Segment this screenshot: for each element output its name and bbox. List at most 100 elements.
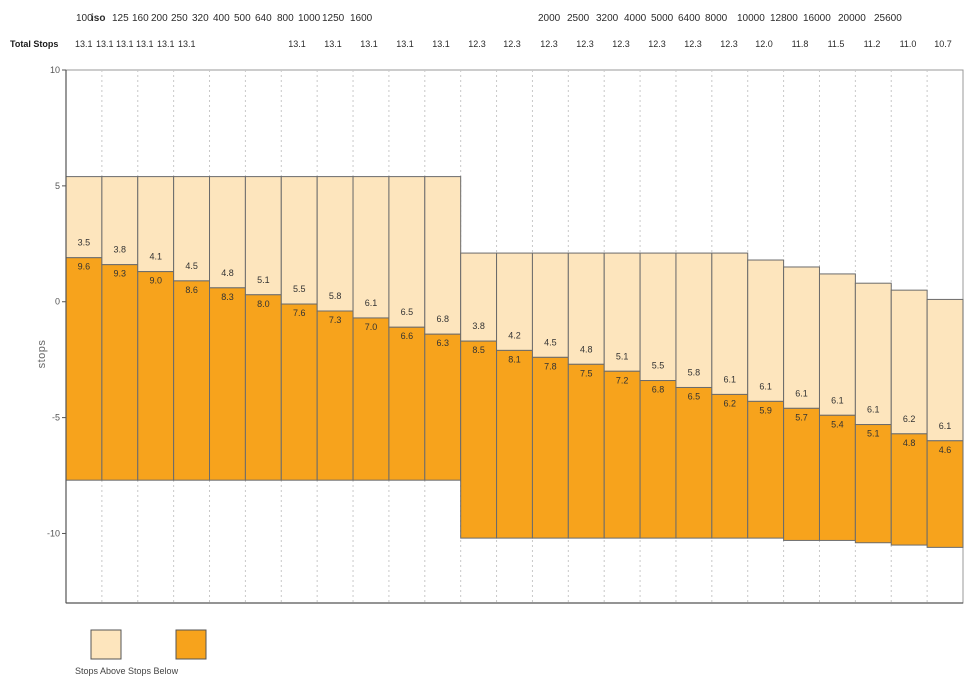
value-label-above: 3.8	[114, 245, 127, 255]
value-label-below: 8.1	[508, 354, 521, 364]
value-label-above: 6.1	[831, 395, 844, 405]
value-labels: 3.5 9.6 3.8 9.3 4.1 9.0 4.5 8.6 4.8 8.3 5.1 8.0 5.5 7…	[78, 238, 952, 455]
iso-label: 25600	[874, 13, 902, 24]
value-label-above: 6.1	[759, 381, 772, 391]
bar-stops-above	[424, 176, 462, 335]
bar-stops-above	[747, 259, 785, 402]
bars	[65, 176, 964, 548]
value-label-above: 5.5	[293, 284, 306, 294]
bar-stops-above	[926, 298, 964, 442]
iso-label: 20000	[838, 13, 866, 24]
axes: stops 10 5 0 -5 -10	[36, 65, 963, 604]
bar-stops-above	[890, 289, 928, 435]
iso-label: 250	[171, 13, 188, 24]
bar-stops-below	[711, 393, 749, 539]
value-label-below: 7.6	[293, 308, 306, 318]
total-stops-label: 13.1	[157, 39, 175, 49]
bar-stops-above	[854, 282, 892, 426]
y-tick-label: -5	[52, 413, 60, 423]
value-label-below: 9.3	[114, 269, 127, 279]
total-stops-label: 11.5	[828, 39, 845, 49]
value-label-below: 7.8	[544, 361, 557, 371]
iso-label: 4000	[624, 13, 647, 24]
total-stops-label: 13.1	[178, 39, 196, 49]
iso-label: 5000	[651, 13, 674, 24]
value-label-above: 4.1	[149, 252, 162, 262]
value-label-below: 4.6	[939, 445, 952, 455]
bar-stops-above	[818, 273, 856, 416]
value-label-above: 6.1	[939, 421, 952, 431]
value-label-above: 3.5	[78, 238, 91, 248]
iso-label: 1000	[298, 13, 321, 24]
y-tick-label: 5	[55, 181, 60, 191]
total-stops-label: 10.7	[934, 39, 952, 49]
bar-stops-below	[280, 303, 318, 481]
value-label-below: 5.9	[759, 405, 772, 415]
total-stops-label: 11.0	[900, 39, 917, 49]
total-stops-label: 13.1	[360, 39, 378, 49]
bar-stops-above	[388, 176, 426, 328]
bar-stops-below	[818, 414, 856, 541]
iso-label: 400	[213, 13, 230, 24]
iso-label: iso	[91, 13, 105, 24]
total-stops-label: 12.3	[540, 39, 558, 49]
total-stops-label: 11.2	[864, 39, 881, 49]
value-label-above: 4.8	[221, 268, 234, 278]
value-label-above: 5.8	[329, 291, 342, 301]
iso-label: 200	[151, 13, 168, 24]
bar-stops-below	[675, 386, 713, 539]
iso-label: 160	[132, 13, 149, 24]
value-label-above: 4.2	[508, 330, 521, 340]
iso-label: 2500	[567, 13, 590, 24]
bar-stops-below	[137, 271, 175, 481]
bar-stops-above	[65, 176, 103, 259]
value-label-above: 6.2	[903, 414, 916, 424]
value-label-below: 8.6	[185, 285, 198, 295]
total-stops-label: 12.3	[503, 39, 521, 49]
value-label-above: 3.8	[472, 321, 485, 331]
bar-stops-above	[531, 252, 569, 358]
legend-label: Stops Above Stops Below	[75, 666, 179, 676]
total-stops-title: Total Stops	[10, 39, 58, 49]
legend: Stops Above Stops Below	[75, 629, 207, 676]
value-label-below: 7.0	[365, 322, 378, 332]
total-stops-label: 13.1	[136, 39, 154, 49]
iso-label: 8000	[705, 13, 728, 24]
value-label-below: 9.0	[149, 276, 162, 286]
bar-stops-below	[567, 363, 605, 539]
value-label-below: 8.5	[472, 345, 485, 355]
value-label-above: 6.8	[436, 314, 449, 324]
value-label-above: 5.1	[616, 351, 629, 361]
total-stops-label: 13.1	[116, 39, 134, 49]
bar-stops-below	[460, 340, 498, 539]
bar-stops-above	[460, 252, 498, 342]
total-stops-label: 12.3	[648, 39, 666, 49]
value-label-above: 5.5	[652, 361, 665, 371]
bar-stops-above	[639, 252, 677, 382]
iso-label: 320	[192, 13, 209, 24]
bar-stops-below	[496, 349, 533, 539]
value-label-above: 4.5	[185, 261, 198, 271]
bar-stops-above	[209, 176, 246, 289]
total-stops-row: Total Stops 13.1 13.1 13.1 13.1 13.1 13.1 13.1…	[10, 39, 952, 49]
total-stops-label: 12.3	[612, 39, 630, 49]
iso-label: 3200	[596, 13, 619, 24]
bar-stops-below	[424, 333, 462, 481]
bar-stops-above	[173, 176, 211, 282]
iso-label: 10000	[737, 13, 765, 24]
value-label-below: 8.0	[257, 299, 270, 309]
bar-stops-above	[675, 252, 713, 388]
value-label-below: 9.6	[78, 262, 91, 272]
value-label-below: 7.3	[329, 315, 342, 325]
value-label-below: 8.3	[221, 292, 234, 302]
value-label-below: 4.8	[903, 438, 916, 448]
total-stops-label: 13.1	[288, 39, 306, 49]
value-label-below: 7.2	[616, 375, 629, 385]
value-label-below: 5.7	[795, 412, 808, 422]
bar-stops-above	[567, 252, 605, 365]
total-stops-label: 13.1	[432, 39, 450, 49]
bar-stops-above	[352, 176, 390, 319]
value-label-above: 4.5	[544, 337, 557, 347]
